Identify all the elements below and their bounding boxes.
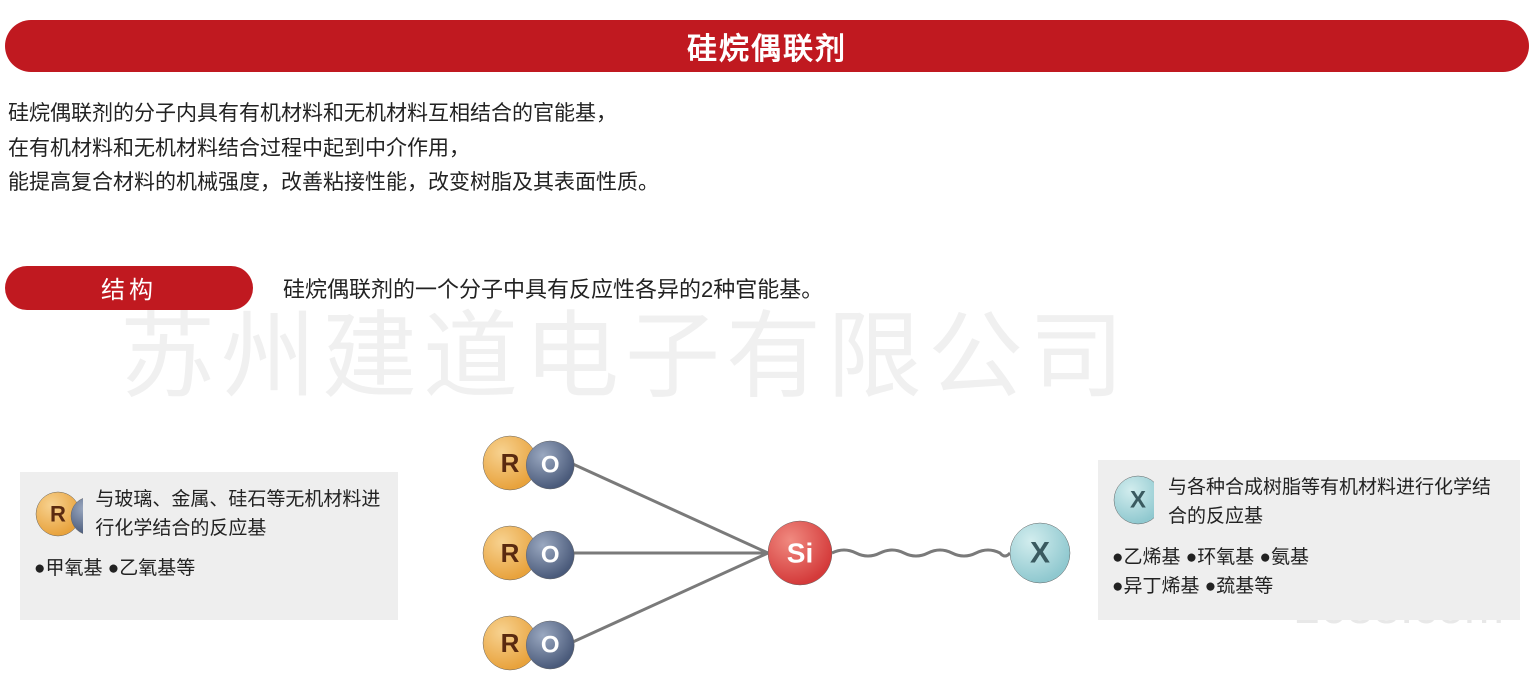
- x-legend-box: X 与各种合成树脂等有机材料进行化学结合的反应基 ●乙烯基 ●环氧基 ●氨基 ●…: [1098, 460, 1520, 620]
- x-bullets-line: ●乙烯基 ●环氧基 ●氨基: [1112, 543, 1506, 572]
- svg-text:O: O: [82, 505, 83, 527]
- title-text: 硅烷偶联剂: [687, 24, 847, 68]
- structure-desc: 硅烷偶联剂的一个分子中具有反应性各异的2种官能基。: [283, 272, 823, 304]
- svg-text:X: X: [1130, 487, 1146, 514]
- svg-text:O: O: [541, 542, 560, 569]
- structure-pill: 结构: [5, 266, 253, 310]
- intro-block: 硅烷偶联剂的分子内具有有机材料和无机材料互相结合的官能基， 在有机材料和无机材料…: [8, 97, 1534, 201]
- ro-legend-box: RO 与玻璃、金属、硅石等无机材料进行化学结合的反应基 ●甲氧基 ●乙氧基等: [20, 472, 398, 620]
- svg-text:R: R: [501, 448, 520, 478]
- ro-legend-icon: RO: [34, 486, 83, 540]
- structure-section-header: 结构 硅烷偶联剂的一个分子中具有反应性各异的2种官能基。: [0, 266, 1534, 310]
- svg-text:O: O: [541, 632, 560, 659]
- intro-line: 能提高复合材料的机械强度，改善粘接性能，改变树脂及其表面性质。: [8, 166, 1534, 201]
- ro-legend-desc: 与玻璃、金属、硅石等无机材料进行化学结合的反应基: [95, 486, 384, 543]
- x-legend-icon: X: [1112, 474, 1154, 526]
- molecule-svg: ROROROSiX: [410, 418, 1080, 688]
- svg-text:R: R: [50, 502, 66, 527]
- x-legend-bullets: ●乙烯基 ●环氧基 ●氨基 ●异丁烯基 ●巯基等: [1112, 543, 1506, 602]
- x-legend-desc: 与各种合成树脂等有机材料进行化学结合的反应基: [1168, 474, 1506, 531]
- svg-text:O: O: [541, 452, 560, 479]
- molecule-diagram-area: RO 与玻璃、金属、硅石等无机材料进行化学结合的反应基 ●甲氧基 ●乙氧基等 R…: [0, 418, 1534, 688]
- intro-line: 硅烷偶联剂的分子内具有有机材料和无机材料互相结合的官能基，: [8, 97, 1534, 132]
- ro-legend-bullets: ●甲氧基 ●乙氧基等: [34, 553, 384, 580]
- svg-text:R: R: [501, 538, 520, 568]
- svg-text:Si: Si: [787, 538, 813, 569]
- intro-line: 在有机材料和无机材料结合过程中起到中介作用，: [8, 132, 1534, 167]
- svg-text:R: R: [501, 628, 520, 658]
- title-bar: 硅烷偶联剂: [5, 20, 1529, 72]
- structure-pill-label: 结构: [101, 270, 157, 305]
- svg-text:X: X: [1030, 537, 1050, 570]
- x-bullets-line: ●异丁烯基 ●巯基等: [1112, 572, 1506, 601]
